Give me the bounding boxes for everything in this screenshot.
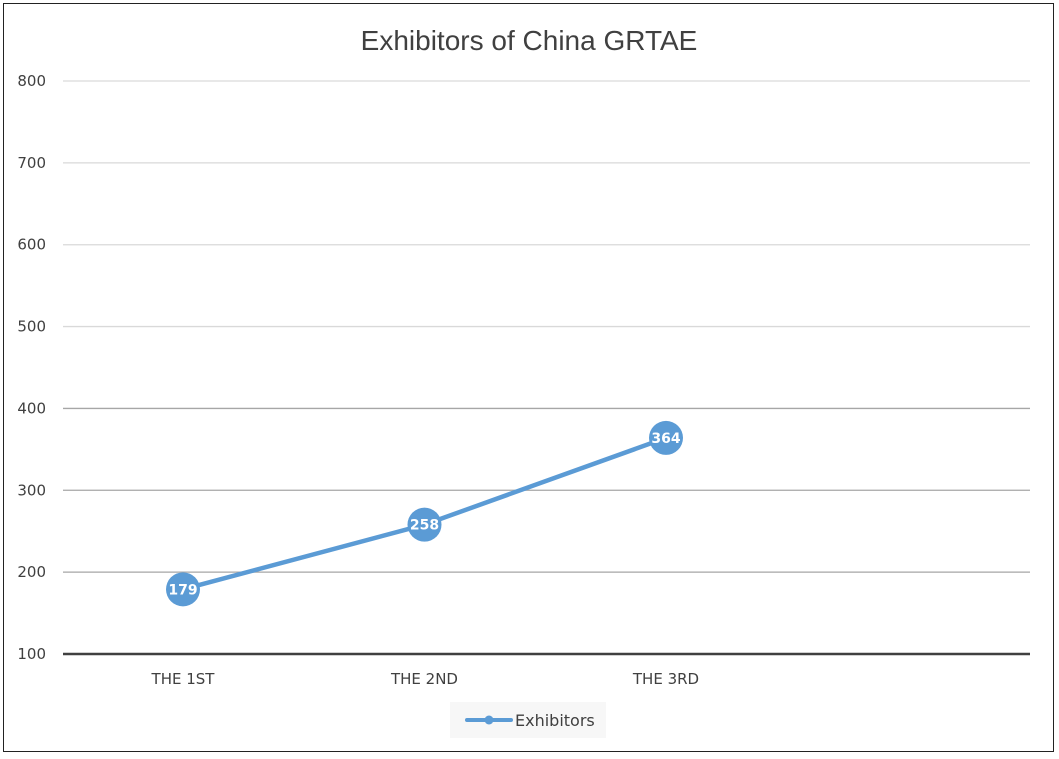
chart-frame <box>3 3 1054 752</box>
legend-marker-swatch <box>484 715 494 725</box>
y-axis-ticks: 100 200 300 400 500 600 700 800 <box>17 72 46 663</box>
y-tick-label: 600 <box>17 236 46 254</box>
data-label: 179 <box>168 582 197 598</box>
data-label: 258 <box>410 518 439 534</box>
y-tick-label: 300 <box>17 481 46 499</box>
legend: Exhibitors <box>450 702 606 738</box>
y-tick-label: 200 <box>17 563 46 581</box>
data-label: 364 <box>651 431 680 447</box>
y-tick-label: 800 <box>17 72 46 90</box>
x-axis-ticks: THE 1ST THE 2ND THE 3RD <box>151 670 700 688</box>
data-point-marker <box>166 572 200 607</box>
series-group: 179 258 364 <box>166 420 683 607</box>
legend-label: Exhibitors <box>515 711 595 730</box>
y-tick-label: 700 <box>17 154 46 172</box>
y-tick-label: 500 <box>17 318 46 336</box>
x-tick-label: THE 1ST <box>151 670 216 688</box>
y-tick-label: 400 <box>17 399 46 417</box>
x-tick-label: THE 2ND <box>390 670 458 688</box>
data-point-marker <box>407 507 442 542</box>
data-point-marker <box>649 420 683 455</box>
y-tick-label: 100 <box>17 645 46 663</box>
gridlines <box>63 80 1030 656</box>
x-tick-label: THE 3RD <box>632 670 699 688</box>
chart-title: Exhibitors of China GRTAE <box>361 25 698 56</box>
